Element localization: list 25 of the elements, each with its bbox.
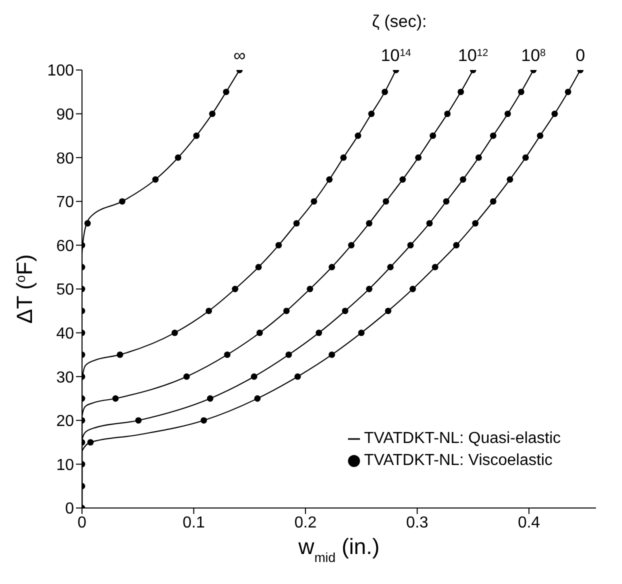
y-tick-label: 0 [65, 500, 74, 518]
y-tick-label: 50 [56, 282, 74, 299]
text: ζ (sec): [372, 12, 427, 32]
y-tick-label: 10 [56, 456, 74, 474]
x-tick-label: 0.1 [182, 514, 205, 532]
y-tick-label: 80 [56, 150, 74, 168]
y-tick-label: 40 [56, 325, 74, 342]
x-tick-label: 0 [78, 514, 87, 532]
y-tick-label: 100 [47, 62, 74, 80]
x-tick-label: 0.4 [518, 514, 540, 532]
annotation: 0 [576, 46, 586, 65]
annotation: 10$^{8}$ [521, 46, 546, 65]
legend-label: TVATDKT-NL: Viscoelastic [364, 452, 552, 469]
y-tick-label: 60 [56, 238, 74, 255]
y-tick-label: 90 [56, 106, 74, 124]
legend-label: TVATDKT-NL: Quasi-elastic [364, 430, 561, 447]
x-tick-label: 0.3 [406, 514, 428, 532]
annotation: 10$^{14}$ [380, 46, 412, 65]
annotation: 10$^{12}$ [458, 46, 489, 65]
x-axis-title: w$_{mid}$ (in.) [297, 534, 380, 564]
x-tick-label: 0.2 [294, 514, 317, 532]
annotation: ∞ [233, 46, 246, 65]
y-tick-label: 30 [56, 369, 74, 386]
y-tick-label: 70 [56, 194, 74, 212]
y-tick-label: 20 [56, 413, 74, 430]
